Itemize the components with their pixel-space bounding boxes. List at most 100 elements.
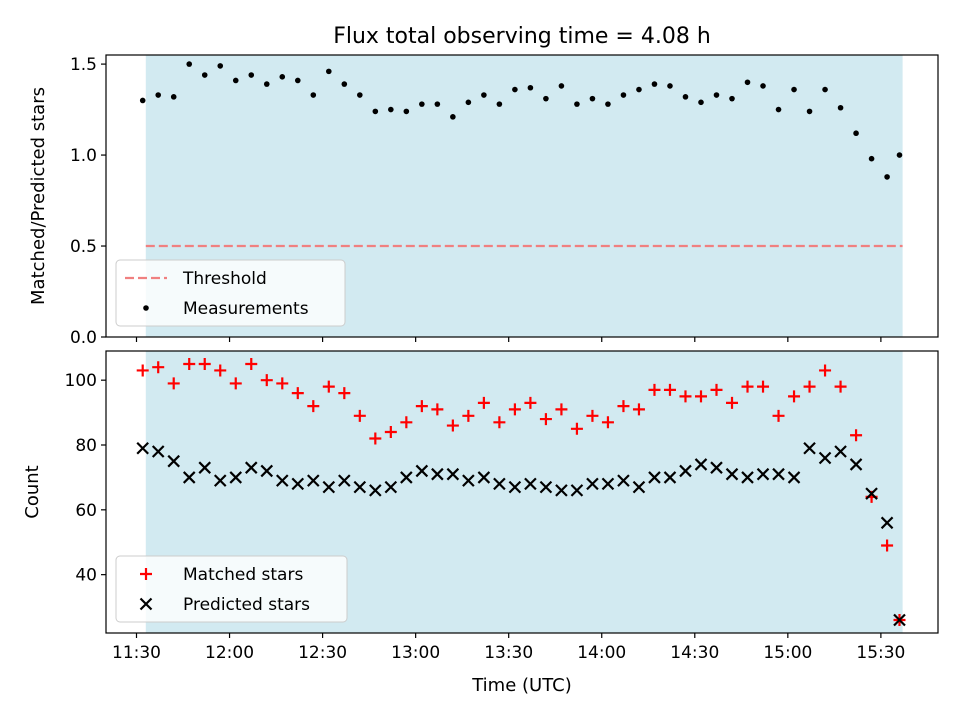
legend-measurements-swatch — [143, 305, 149, 311]
legend-predicted-stars-swatch — [139, 597, 153, 611]
matched-stars-point — [167, 377, 180, 390]
measurements-point — [186, 61, 193, 67]
measurements-point — [868, 155, 875, 162]
measurements-point — [512, 86, 518, 93]
matched-stars-point — [152, 361, 165, 374]
measurements-point — [357, 92, 363, 98]
predicted-stars-point — [400, 471, 413, 484]
matched-stars-point — [570, 422, 583, 435]
measurements-point — [713, 92, 720, 98]
predicted-stars-point — [865, 487, 878, 500]
predicted-stars-point — [353, 480, 367, 494]
measurements-point — [651, 81, 658, 87]
measurements-point — [698, 99, 704, 106]
matched-stars-point — [276, 377, 289, 390]
matched-stars-point — [726, 396, 739, 409]
matched-stars-point — [508, 403, 521, 416]
matched-stars-point — [198, 357, 211, 370]
matched-stars-point — [260, 374, 273, 387]
matched-stars-point — [229, 377, 242, 390]
y-tick-label: 80 — [75, 436, 97, 456]
matched-stars-point — [617, 400, 630, 413]
measurements-point — [682, 94, 689, 100]
measurements-point — [806, 108, 813, 115]
matched-stars-point — [539, 413, 552, 426]
matched-stars-point — [322, 380, 335, 393]
measurements-point — [217, 63, 224, 69]
x-tick-label: 11:30 — [112, 643, 161, 663]
measurements-point — [170, 94, 177, 100]
predicted-stars-point — [787, 471, 801, 484]
predicted-stars-point — [244, 461, 258, 474]
matched-stars-point — [741, 380, 754, 393]
measurements-point — [155, 92, 162, 98]
measurements-point — [822, 86, 828, 93]
predicted-stars-point — [136, 441, 149, 455]
measurements-point — [481, 92, 487, 98]
predicted-stars-point — [741, 471, 754, 484]
predicted-stars-point — [679, 464, 692, 478]
predicted-stars-point — [322, 480, 336, 494]
x-tick-label: 15:00 — [763, 643, 812, 663]
measurements-point — [279, 74, 286, 80]
matched-stars-point — [524, 396, 537, 409]
matched-stars-point — [431, 403, 444, 416]
legend-predicted-stars-label: Predicted stars — [183, 595, 310, 615]
predicted-stars-point — [229, 471, 243, 484]
legend-matched-stars-swatch — [140, 568, 152, 580]
x-tick-label: 13:00 — [391, 643, 440, 663]
predicted-stars-point — [694, 458, 708, 471]
legend-measurements-label: Measurements — [183, 299, 309, 319]
matched-stars-point — [136, 364, 149, 377]
x-tick-label: 14:00 — [577, 643, 626, 663]
plot-frame — [105, 54, 939, 338]
predicted-stars-point — [198, 461, 212, 474]
measurements-point — [605, 101, 611, 107]
y-tick-label: 0.0 — [70, 328, 97, 348]
measurements-point — [884, 174, 890, 180]
predicted-stars-point — [710, 461, 723, 474]
predicted-stars-point — [275, 474, 289, 487]
matched-stars-point — [353, 409, 366, 422]
legend-box — [115, 555, 348, 623]
y-tick-label: 60 — [75, 501, 97, 521]
matched-stars-point — [663, 383, 676, 396]
predicted-stars-point — [508, 480, 522, 494]
measurements-point — [419, 101, 425, 107]
predicted-stars-point — [539, 480, 553, 494]
legend: Threshold Measurements — [115, 259, 346, 327]
matched-stars-point — [493, 416, 506, 429]
predicted-stars-point — [555, 484, 568, 497]
matched-stars-point — [881, 539, 894, 552]
matched-stars-point — [338, 387, 351, 400]
matched-stars-point — [462, 409, 475, 422]
predicted-stars-point — [415, 464, 429, 478]
measurements-point — [248, 72, 255, 78]
ratio-panel: 0.0 0.5 1.0 1.5 Matched/Predicted stars Thres… — [28, 54, 939, 348]
predicted-stars-point — [880, 516, 894, 530]
predicted-stars-point — [617, 474, 630, 487]
matched-stars-point — [819, 364, 832, 377]
measurements-point — [896, 152, 903, 158]
x-axis-label: Time (UTC) — [471, 675, 572, 696]
plot-frame — [105, 350, 939, 634]
y-axis-label: Matched/Predicted stars — [28, 87, 49, 305]
measurements-point — [543, 95, 549, 102]
matched-stars-point — [679, 390, 692, 403]
matched-stars-point — [245, 357, 258, 370]
predicted-stars-point — [431, 467, 444, 481]
matched-stars-point — [555, 403, 568, 416]
matched-stars-point — [803, 380, 816, 393]
predicted-stars-point — [446, 467, 460, 481]
measurements-point — [744, 79, 751, 86]
matched-stars-point — [291, 387, 304, 400]
matched-stars-point — [183, 357, 196, 370]
predicted-stars-point — [772, 467, 785, 481]
predicted-stars-point — [307, 474, 320, 487]
matched-stars-point — [834, 380, 847, 393]
predicted-stars-point — [369, 484, 382, 497]
matched-stars-point — [446, 419, 459, 432]
x-tick-label: 12:30 — [298, 643, 347, 663]
measurements-point — [837, 104, 844, 111]
